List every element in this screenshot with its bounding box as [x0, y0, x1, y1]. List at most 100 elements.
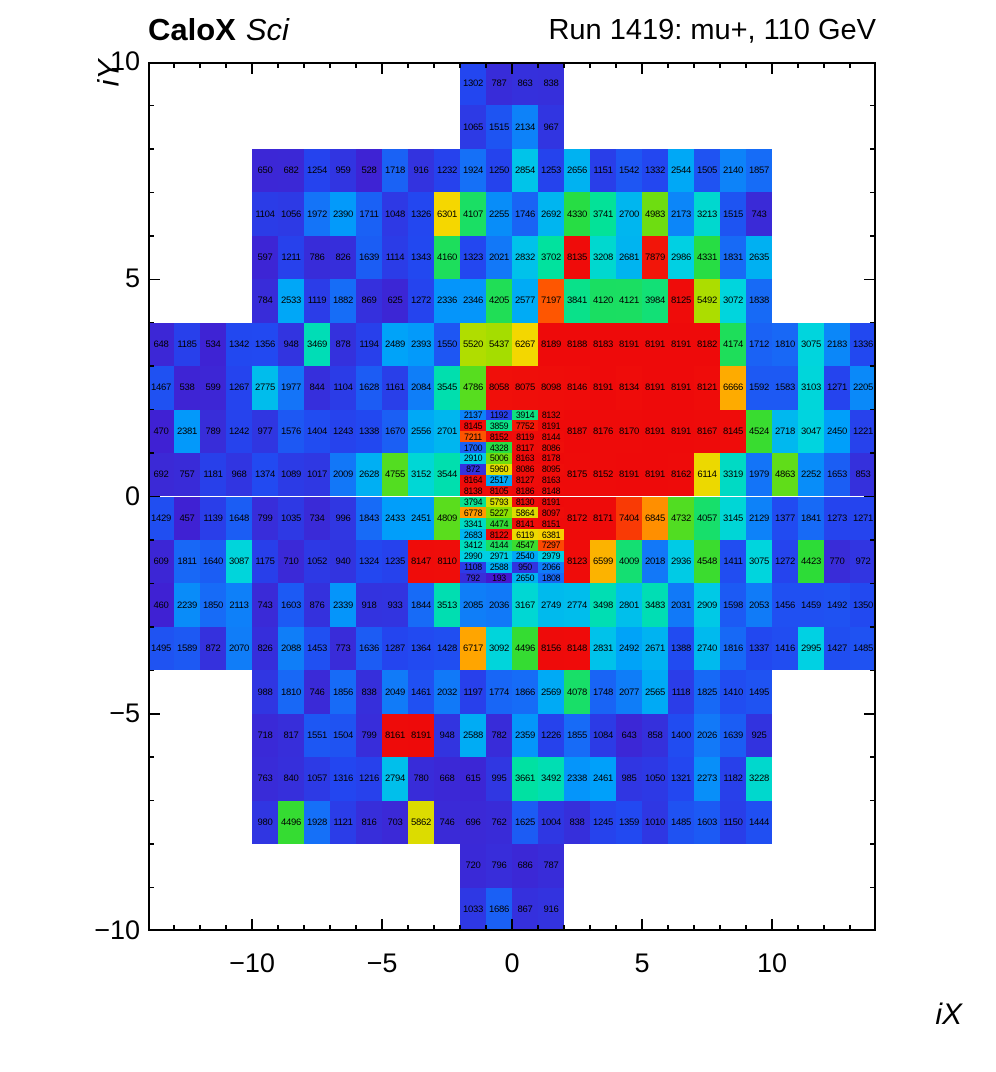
- y-tick-left: [148, 495, 160, 498]
- heatmap-cell: 7404: [616, 496, 642, 540]
- x-tick-top: [433, 62, 435, 68]
- heatmap-cell: 8145: [720, 409, 746, 454]
- heatmap-cell: 1119: [304, 279, 330, 323]
- heatmap-cell: 6717: [460, 626, 486, 671]
- x-tick-top: [745, 62, 747, 68]
- heatmap-cell: 1670: [382, 409, 408, 454]
- y-tick-right: [870, 104, 876, 107]
- heatmap-cell-fine: 2517: [486, 474, 512, 486]
- x-tick-top: [641, 62, 643, 74]
- x-tick-bottom: [563, 925, 565, 931]
- heatmap-cell: 3702: [538, 235, 564, 280]
- heatmap-cell: 3544: [434, 453, 460, 497]
- heatmap-cell: 2381: [174, 409, 200, 454]
- plot-title-left: CaloX Sci: [148, 12, 289, 48]
- heatmap-cell: 3167: [512, 583, 538, 627]
- heatmap-cell: 863: [512, 62, 538, 106]
- heatmap-cell-fine: 8105: [486, 485, 512, 497]
- y-tick-left: [148, 539, 154, 541]
- x-tick-bottom: [355, 925, 357, 931]
- heatmap-cell: 1977: [278, 366, 304, 410]
- heatmap-cell: 4330: [564, 192, 590, 236]
- x-tick-bottom: [407, 925, 409, 931]
- y-tick-right: [870, 886, 876, 889]
- heatmap-cell: 940: [330, 539, 356, 584]
- x-tick-bottom: [277, 925, 279, 931]
- heatmap-cell: 1336: [850, 322, 876, 367]
- heatmap-cell: 1625: [512, 800, 538, 845]
- heatmap-cell: 4331: [694, 235, 720, 280]
- heatmap-cell: 1882: [330, 279, 356, 323]
- heatmap-cell: 1232: [434, 148, 460, 193]
- heatmap-cell: 1583: [772, 366, 798, 410]
- heatmap-cell: 2239: [174, 583, 200, 627]
- y-tick-left: [148, 669, 154, 672]
- heatmap-cell: 2801: [616, 583, 642, 627]
- heatmap-cell: 4786: [460, 366, 486, 410]
- heatmap-cell: 1337: [746, 626, 772, 671]
- y-tick-right: [870, 799, 876, 802]
- heatmap-cell: 1411: [720, 539, 746, 584]
- heatmap-cell: 1267: [226, 366, 252, 410]
- heatmap-cell: 838: [538, 62, 564, 106]
- heatmap-cell: 1576: [278, 409, 304, 454]
- heatmap-cell: 8191: [590, 366, 616, 410]
- heatmap-cell: 6666: [720, 366, 746, 410]
- heatmap-cell: 1838: [746, 279, 772, 323]
- heatmap-cell-fine: 4547: [512, 539, 538, 551]
- heatmap-cell: 5862: [408, 800, 434, 845]
- heatmap-cell-fine: 8191: [538, 496, 564, 508]
- heatmap-cell: 4524: [746, 409, 772, 454]
- heatmap-cell-fine: 2137: [460, 409, 486, 421]
- heatmap-cell-fine: 2979: [538, 550, 564, 562]
- heatmap-cell: 3741: [590, 192, 616, 236]
- heatmap-cell-fine: 8152: [486, 431, 512, 443]
- heatmap-cell: 2339: [330, 583, 356, 627]
- heatmap-cell: 8170: [616, 409, 642, 454]
- heatmap-cell: 1302: [460, 62, 486, 106]
- heatmap-cell-fine: 3341: [460, 518, 486, 530]
- heatmap-cell: 3152: [408, 453, 434, 497]
- heatmap-cell: 3841: [564, 279, 590, 323]
- heatmap-cell-fine: 8144: [538, 431, 564, 443]
- heatmap-cell: 1139: [200, 496, 226, 540]
- y-tick-left: [148, 365, 154, 367]
- heatmap-cell: 743: [252, 583, 278, 627]
- heatmap-cell: 1628: [356, 366, 382, 410]
- heatmap-cell: 8098: [538, 366, 564, 410]
- heatmap-cell: 8121: [694, 366, 720, 410]
- heatmap-cell: 1332: [642, 148, 668, 193]
- heatmap-cell: 2021: [486, 235, 512, 280]
- heatmap-cell: 1050: [642, 757, 668, 801]
- heatmap-cell: 470: [148, 409, 174, 454]
- x-tick-top: [719, 62, 721, 68]
- heatmap-cell: 460: [148, 583, 174, 627]
- heatmap-cell: 1495: [148, 626, 174, 671]
- heatmap-cell: 8191: [408, 713, 434, 758]
- heatmap-cell-fine: 8164: [460, 474, 486, 486]
- y-tick-right: [870, 365, 876, 367]
- x-tick-bottom: [537, 925, 539, 931]
- heatmap-cell: 3483: [642, 583, 668, 627]
- heatmap-cell: 1444: [746, 800, 772, 845]
- heatmap-cell: 4160: [434, 235, 460, 280]
- heatmap-cell-fine: 8145: [460, 420, 486, 432]
- heatmap-cell: 2134: [512, 105, 538, 149]
- heatmap-cell: 916: [408, 148, 434, 193]
- heatmap-cell: 8161: [382, 713, 408, 758]
- heatmap-cell: 8058: [486, 366, 512, 410]
- heatmap-cell-fine: 5793: [486, 496, 512, 508]
- heatmap-cell: 1235: [382, 539, 408, 584]
- heatmap-cell: 816: [356, 800, 382, 845]
- heatmap-cell: 1924: [460, 148, 486, 193]
- heatmap-cell: 1774: [486, 670, 512, 714]
- heatmap-cell: 6267: [512, 322, 538, 367]
- heatmap-cell: 770: [824, 539, 850, 584]
- heatmap-cell: 8075: [512, 366, 538, 410]
- heatmap-cell: 5520: [460, 322, 486, 367]
- heatmap-cell: 4755: [382, 453, 408, 497]
- heatmap-cell: 3047: [798, 409, 824, 454]
- heatmap-cell: 1653: [824, 453, 850, 497]
- heatmap-cell: 4121: [616, 279, 642, 323]
- heatmap-cell: 1816: [720, 626, 746, 671]
